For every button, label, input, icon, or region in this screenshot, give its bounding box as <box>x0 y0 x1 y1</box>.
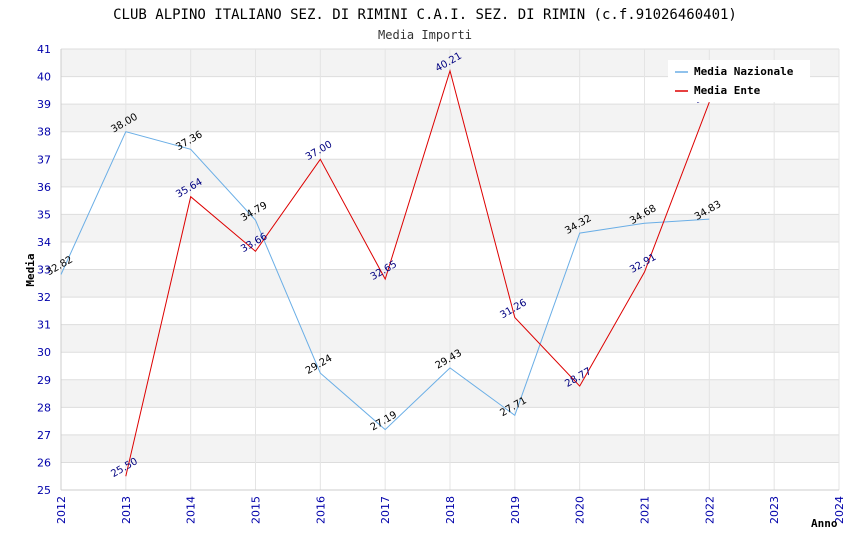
x-tick-label: 2018 <box>444 496 457 524</box>
x-tick-label: 2014 <box>185 496 198 524</box>
y-tick-label: 28 <box>37 401 51 414</box>
x-tick-label: 2022 <box>703 496 716 524</box>
grid-lines <box>60 48 840 491</box>
y-tick-label: 34 <box>37 236 51 249</box>
chart-subtitle: Media Importi <box>378 28 472 42</box>
x-tick-label: 2016 <box>314 496 327 524</box>
legend-label-media-nazionale: Media Nazionale <box>694 65 794 78</box>
data-label: 27.19 <box>369 410 399 434</box>
x-tick-label: 2012 <box>55 496 68 524</box>
x-tick-label: 2019 <box>509 496 522 524</box>
x-tick-label: 2024 <box>833 496 846 524</box>
data-label: 31.26 <box>498 297 528 321</box>
y-tick-label: 31 <box>37 319 51 332</box>
x-axis-ticks: 2012 2013 2014 2015 2016 2017 2018 2019 2020 2021… <box>55 496 846 524</box>
legend-box <box>668 60 810 102</box>
y-tick-label: 33 <box>37 264 51 277</box>
x-tick-label: 2017 <box>379 496 392 524</box>
y-tick-label: 36 <box>37 181 51 194</box>
series-line-1 <box>125 68 710 477</box>
y-tick-label: 35 <box>37 208 51 221</box>
y-tick-label: 41 <box>37 43 51 56</box>
y-tick-label: 30 <box>37 346 51 359</box>
y-axis-ticks: 25 26 27 28 29 30 31 32 33 34 35 36 37 38 39 40 41 <box>37 43 51 497</box>
data-label: 29.24 <box>304 353 334 377</box>
x-tick-label: 2023 <box>768 496 781 524</box>
y-tick-label: 40 <box>37 71 51 84</box>
y-tick-label: 25 <box>37 484 51 497</box>
x-tick-label: 2020 <box>574 496 587 524</box>
legend: Media Nazionale Media Ente <box>668 60 810 102</box>
data-label: 37.36 <box>174 129 204 153</box>
x-tick-label: 2013 <box>120 496 133 524</box>
y-tick-label: 38 <box>37 126 51 139</box>
y-tick-label: 32 <box>37 291 51 304</box>
y-tick-label: 37 <box>37 153 51 166</box>
y-tick-label: 26 <box>37 456 51 469</box>
x-axis-label: Anno <box>811 517 838 530</box>
series-lines <box>60 68 710 477</box>
y-tick-label: 39 <box>37 98 51 111</box>
y-tick-label: 29 <box>37 374 51 387</box>
x-tick-label: 2015 <box>250 496 263 524</box>
chart-title: CLUB ALPINO ITALIANO SEZ. DI RIMINI C.A.… <box>113 7 737 23</box>
x-tick-label: 2021 <box>639 496 652 524</box>
legend-label-media-ente: Media Ente <box>694 84 761 97</box>
y-tick-label: 27 <box>37 429 51 442</box>
y-axis-label: Media <box>24 253 37 286</box>
series-line-0 <box>60 131 710 431</box>
